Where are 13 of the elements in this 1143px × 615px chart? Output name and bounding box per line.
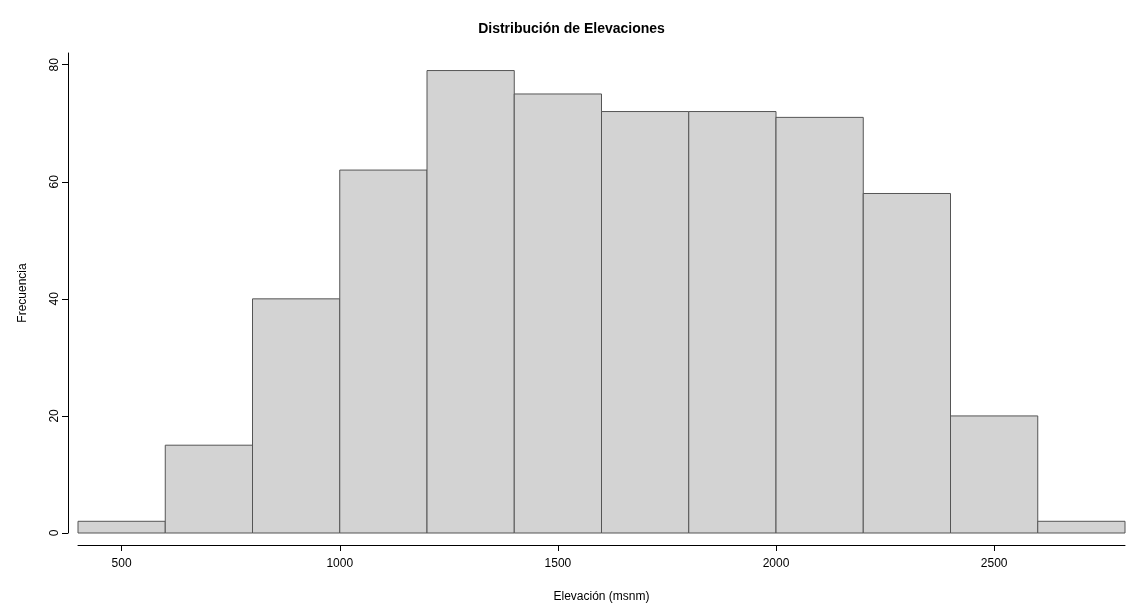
x-tick-label: 1000	[326, 556, 354, 570]
x-tick-label: 1500	[544, 556, 572, 570]
y-tick-label: 80	[47, 57, 61, 72]
x-tick-label: 2000	[762, 556, 790, 570]
chart-title: Distribución de Elevaciones	[478, 20, 666, 36]
y-tick-label: 60	[47, 174, 61, 189]
y-axis-title: Frecuencia	[15, 263, 29, 323]
y-tick-label: 20	[47, 408, 61, 423]
x-tick-label: 500	[111, 556, 132, 570]
y-tick-label: 40	[47, 291, 61, 306]
x-tick-label: 2500	[980, 556, 1008, 570]
x-axis-title: Elevación (msnm)	[553, 589, 650, 603]
y-tick-label: 0	[47, 529, 61, 537]
